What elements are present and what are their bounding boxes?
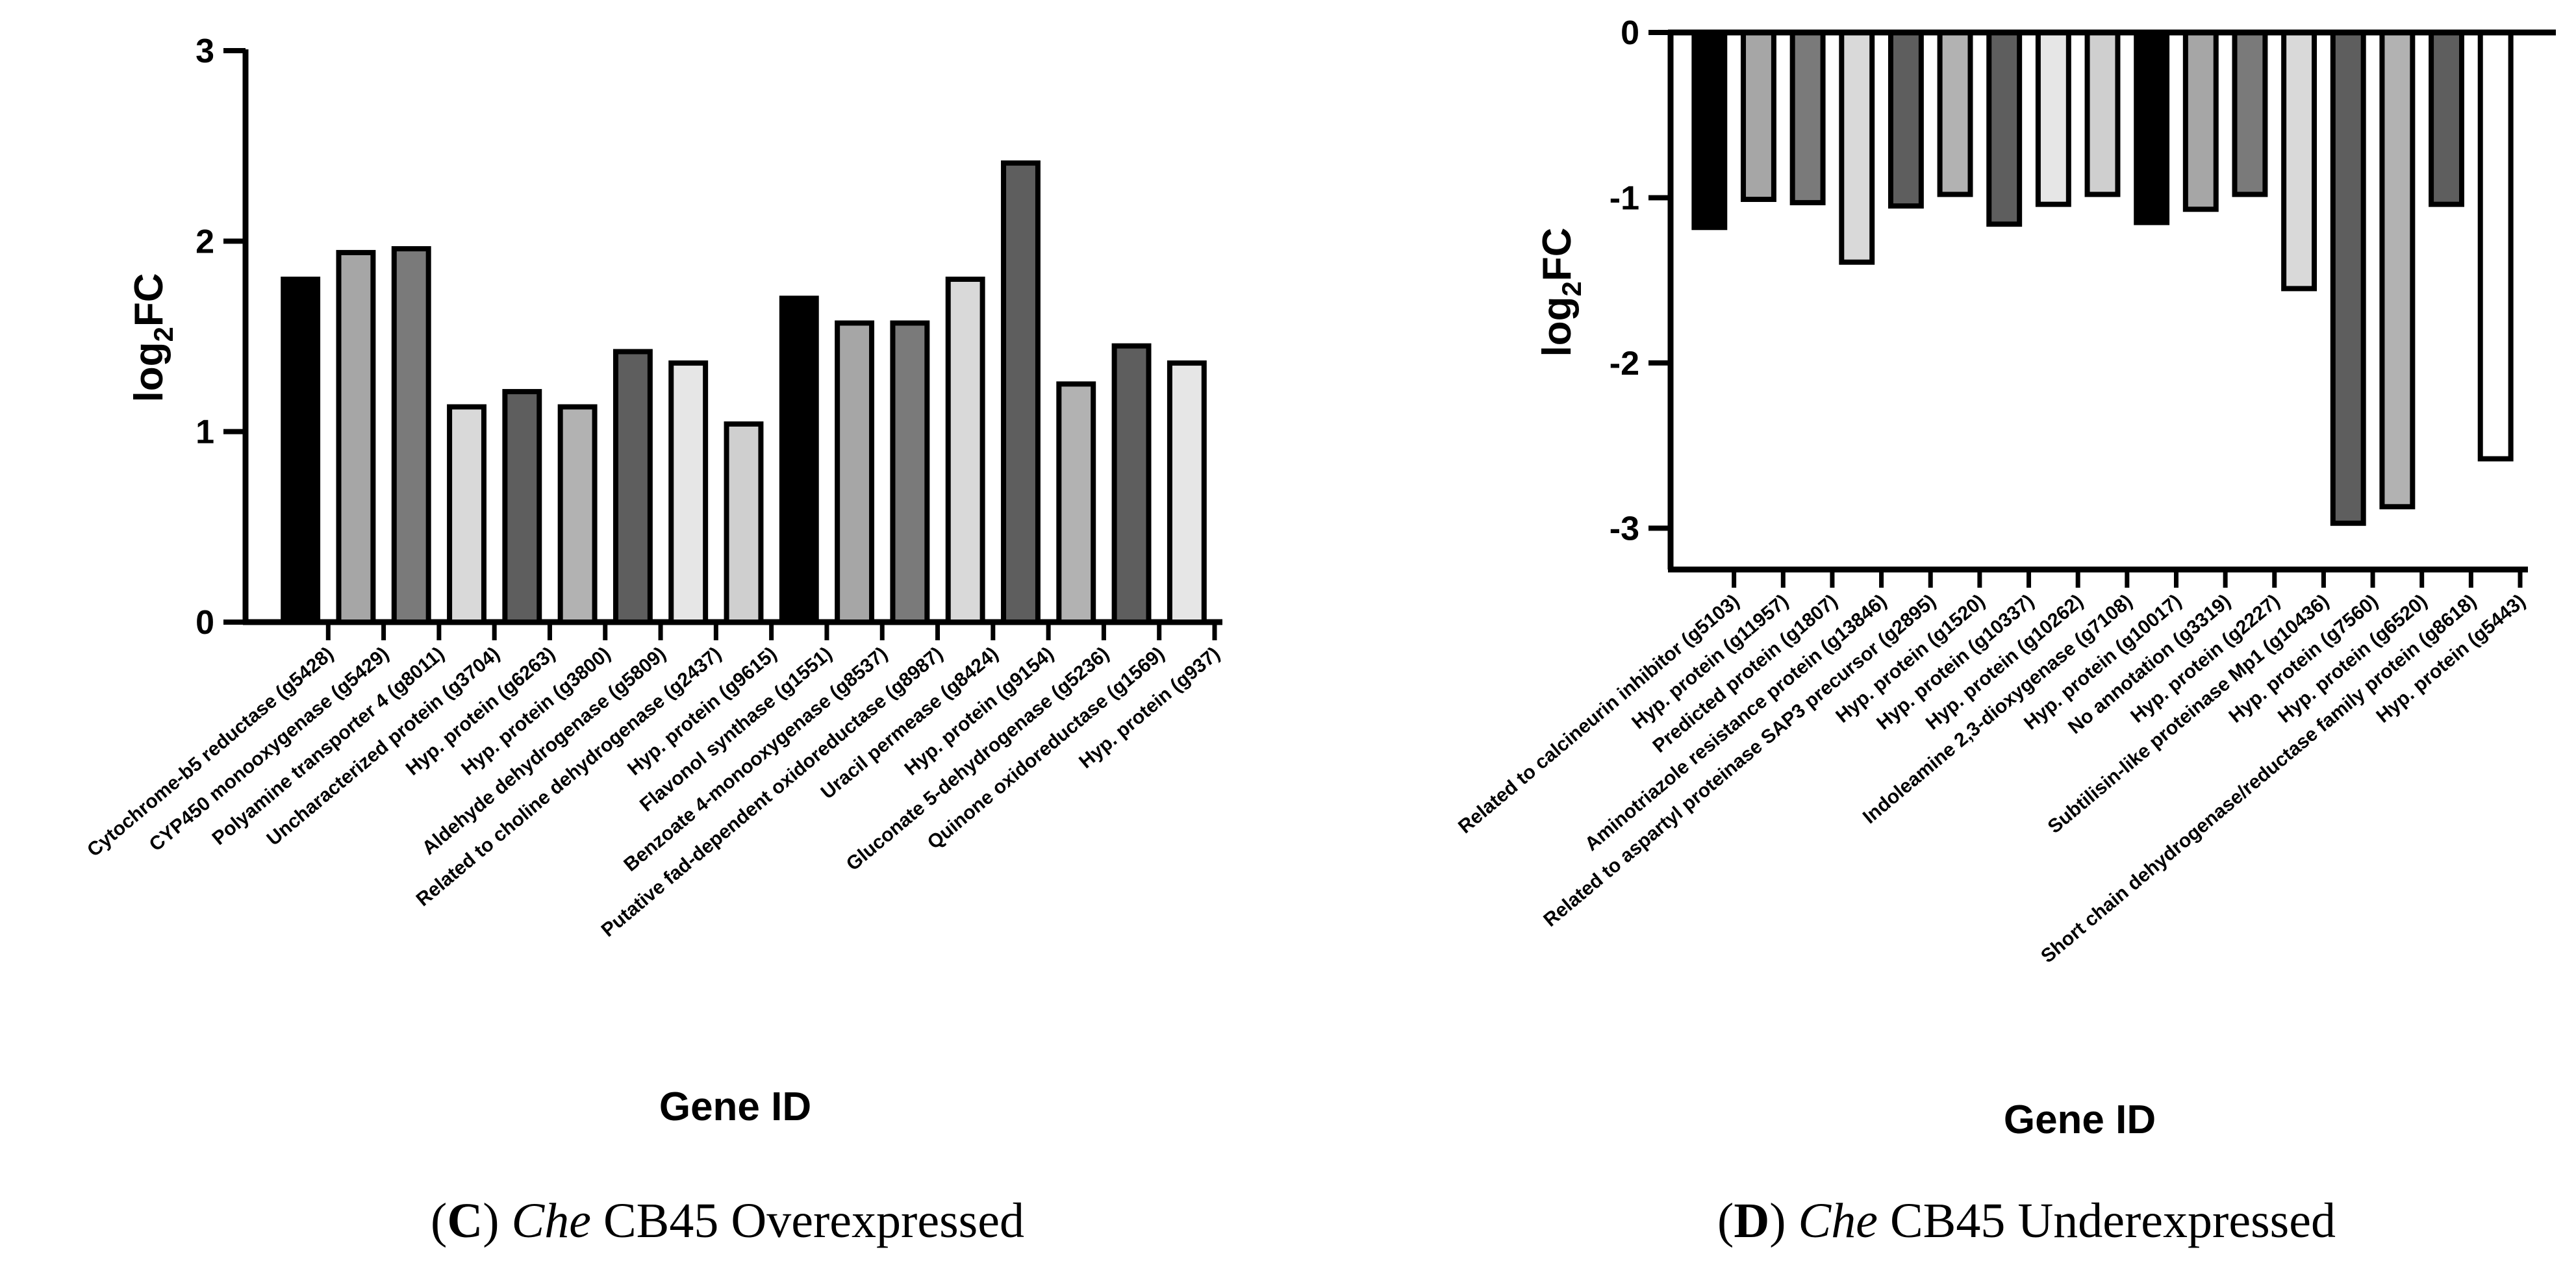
panel-c-x-axis-title: Gene ID — [659, 1084, 811, 1129]
panel-d-x-axis-title: Gene ID — [2004, 1097, 2156, 1142]
panel-c-y-title-sub: 2 — [148, 327, 179, 342]
panel-c-bar — [1001, 160, 1041, 625]
panel-d-bar — [1986, 30, 2023, 227]
panel-d-bar — [2330, 30, 2366, 526]
panel-d-bar — [1789, 30, 1826, 206]
panel-c-bar — [1167, 360, 1207, 625]
panel-d-y-tick-label: -2 — [1610, 345, 1639, 382]
panel-c-bar — [1056, 381, 1096, 625]
panel-d-bar — [1937, 30, 1973, 197]
panel-d-bar — [2429, 30, 2464, 207]
caption-d-letter: D — [1734, 1194, 1769, 1248]
caption-c-species: Che — [512, 1194, 591, 1248]
panel-c-bar — [1111, 343, 1152, 625]
panel-c-category-label: CYP450 monooxygenase (g5429) — [145, 643, 393, 856]
panel-d-bar — [2232, 30, 2268, 197]
panel-c-bar — [668, 360, 709, 625]
caption-panel-c: (C) Che CB45 Overexpressed — [431, 1194, 1024, 1248]
panel-c-y-tick-label: 1 — [196, 414, 214, 451]
panel-d-y-tick-label: -3 — [1610, 510, 1639, 547]
panel-d-y-tick-label: 0 — [1621, 14, 1639, 52]
panel-c-bar — [557, 404, 598, 625]
panel-d-bar — [2035, 30, 2071, 207]
caption-c-rest: CB45 Overexpressed — [591, 1194, 1024, 1248]
panel-d-y-axis-title: log2FC — [1535, 228, 1587, 357]
panel-c-bar — [890, 320, 930, 625]
panel-c-y-tick-label: 0 — [196, 604, 214, 642]
panel-c-bar — [779, 295, 819, 625]
panel-c-bar — [391, 246, 431, 625]
panel-d-bar — [1741, 30, 1776, 203]
panel-c-bar — [502, 389, 542, 625]
panel-d-y-title-fc: FC — [1535, 228, 1580, 282]
panel-c-bar — [724, 421, 764, 625]
panel-c-y-title-log: log — [127, 342, 171, 403]
panel-c-y-title-fc: FC — [127, 273, 171, 327]
panel-d-bar — [2182, 30, 2219, 212]
panel-d-bar — [1839, 30, 1875, 265]
panel-c-y-tick-label: 2 — [196, 223, 214, 260]
caption-panel-d: (D) Che CB45 Underexpressed — [1717, 1194, 2336, 1248]
panel-d-bar — [2134, 30, 2170, 225]
caption-c-letter: C — [447, 1194, 483, 1248]
caption-d-rest: CB45 Underexpressed — [1878, 1194, 2336, 1248]
panel-d-bar — [2084, 30, 2121, 197]
panel-c-category-label: Polyamine transporter 4 (g8011) — [208, 643, 448, 849]
panel-c-bar — [447, 404, 486, 625]
panel-d-bar — [2379, 30, 2416, 510]
panel-c-bar — [945, 277, 985, 625]
panel-c-y-axis-title: log2FC — [127, 273, 179, 403]
panel-c-y-tick-label: 3 — [196, 32, 214, 70]
panel-c-bar — [612, 349, 653, 625]
panel-d-bar — [1691, 30, 1728, 231]
panel-d-bar — [1888, 30, 1924, 209]
panel-d-y-title-log: log — [1535, 297, 1580, 357]
panel-c-bar — [835, 320, 875, 625]
panel-c-bar — [281, 277, 321, 625]
caption-d-species: Che — [1799, 1194, 1878, 1248]
panel-d-bar — [2477, 30, 2514, 462]
panel-d-y-title-sub: 2 — [1556, 281, 1587, 296]
panel-d-category-label: Predicted protein (g1807) — [1648, 590, 1841, 757]
panel-d-bar — [2281, 30, 2317, 292]
panel-d-y-tick-label: -1 — [1610, 179, 1639, 217]
panel-c-bar — [336, 249, 376, 625]
